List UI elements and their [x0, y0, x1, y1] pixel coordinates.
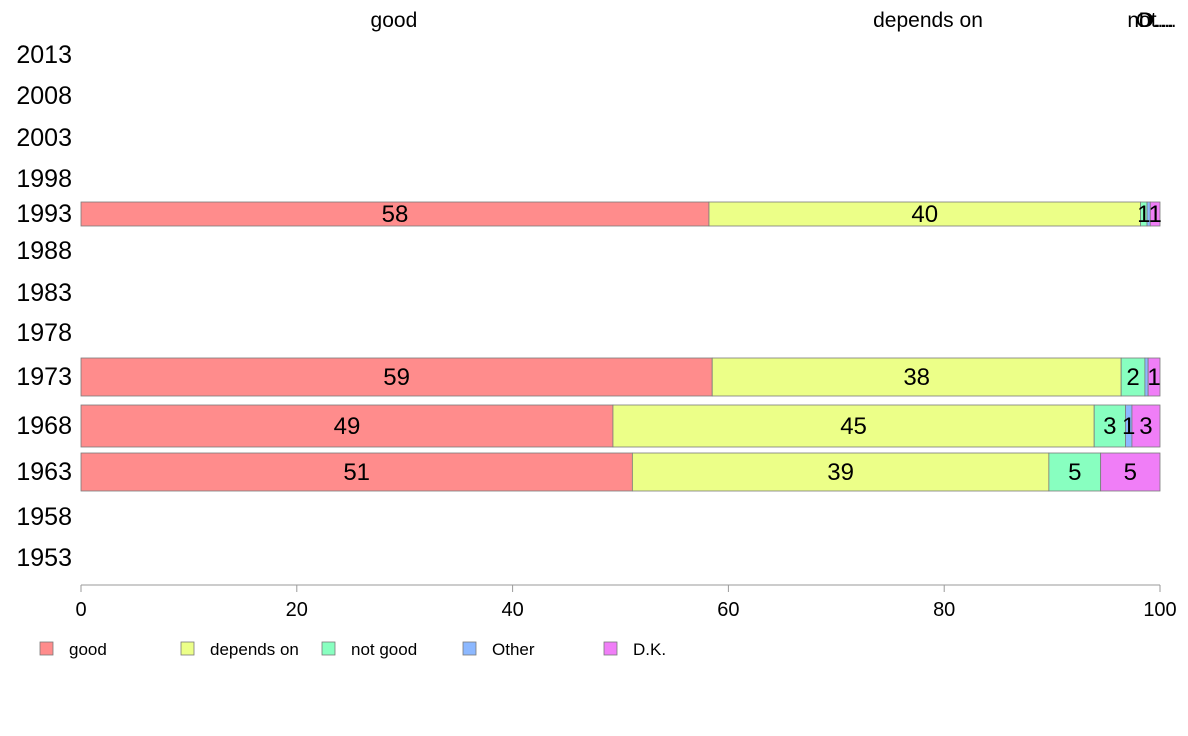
legend-label-1: depends on	[210, 640, 299, 659]
legend-swatch-3	[462, 641, 477, 656]
year-label-2003: 2003	[16, 124, 72, 152]
legend-swatch-0	[39, 641, 54, 656]
bar-1973-dependson	[711, 357, 1122, 397]
bar-1973-good	[80, 357, 713, 397]
bar-1963-good	[80, 452, 633, 492]
bar-1968-good	[80, 404, 614, 448]
year-label-1973: 1973	[16, 363, 72, 391]
x-tick-label-100: 100	[1143, 599, 1176, 621]
legend-label-0: good	[69, 640, 107, 659]
x-tick-label-80: 80	[933, 599, 955, 621]
bar-label-1993-dependson: 40	[911, 201, 938, 228]
top-label-2: not…	[1127, 9, 1177, 32]
legend: good depends on not good Other D.K.	[39, 640, 666, 659]
bar-label-1968-good: 49	[334, 413, 361, 440]
bar-1968-dependson	[612, 404, 1095, 448]
bar-label-1973-good: 59	[383, 364, 410, 391]
bar-label-1993-good: 58	[382, 201, 409, 228]
year-label-1983: 1983	[16, 279, 72, 307]
bar-label-1968-notgood: 3	[1103, 413, 1116, 440]
top-category-labels: good depends on not…O…D…	[371, 9, 1178, 32]
bar-label-1963-notgood: 5	[1068, 459, 1081, 486]
top-label-1: depends on	[873, 9, 983, 32]
bar-label-1963-dependson: 39	[827, 459, 854, 486]
year-label-1968: 1968	[16, 412, 72, 440]
year-label-2008: 2008	[16, 82, 72, 110]
year-label-1998: 1998	[16, 165, 72, 193]
bar-label-1963-good: 51	[343, 459, 370, 486]
top-label-4: D…	[1139, 9, 1175, 32]
legend-label-3: Other	[492, 640, 535, 659]
bar-1993-dk	[1149, 201, 1161, 227]
year-label-2013: 2013	[16, 41, 72, 69]
x-tick-label-0: 0	[75, 599, 86, 621]
bar-1963-dependson	[631, 452, 1050, 492]
bar-1968-notgood	[1093, 404, 1126, 448]
legend-swatch-1	[180, 641, 195, 656]
bar-label-1993-notgood: 1	[1137, 201, 1150, 228]
bar-1963-notgood	[1048, 452, 1102, 492]
bar-label-1968-dependson: 45	[840, 413, 867, 440]
legend-swatch-2	[321, 641, 336, 656]
year-axis-labels: 2013 2008 2003 1998 1993 1988 1983 1978 1973 1968…	[16, 41, 72, 572]
bar-segments	[80, 201, 1161, 492]
bar-label-1968-dk: 3	[1139, 413, 1152, 440]
year-label-1993: 1993	[16, 200, 72, 228]
bar-1968-dk	[1131, 404, 1161, 448]
top-label-3: O…	[1136, 9, 1173, 32]
year-label-1958: 1958	[16, 503, 72, 531]
x-tick-label-60: 60	[717, 599, 739, 621]
year-label-1988: 1988	[16, 237, 72, 265]
x-tick-label-20: 20	[286, 599, 308, 621]
bar-label-1973-dk: 1	[1147, 364, 1160, 391]
top-label-0: good	[371, 9, 418, 32]
bar-label-1973-dependson: 38	[903, 364, 930, 391]
bar-1973-dk	[1147, 357, 1161, 397]
bar-1963-dk	[1100, 452, 1161, 492]
bar-1993-good	[80, 201, 710, 227]
bar-label-1973-notgood: 2	[1126, 364, 1139, 391]
legend-swatch-4	[603, 641, 618, 656]
year-label-1953: 1953	[16, 544, 72, 572]
x-tick-label-40: 40	[501, 599, 523, 621]
legend-label-4: D.K.	[633, 640, 666, 659]
bar-label-1963-dk: 5	[1124, 459, 1137, 486]
year-label-1963: 1963	[16, 458, 72, 486]
legend-label-2: not good	[351, 640, 417, 659]
year-label-1978: 1978	[16, 319, 72, 347]
x-axis: 0 20 40 60 80 100	[75, 584, 1177, 621]
bar-label-1993-dk: 1	[1148, 201, 1161, 228]
bar-label-1968-other: 1	[1122, 413, 1135, 440]
